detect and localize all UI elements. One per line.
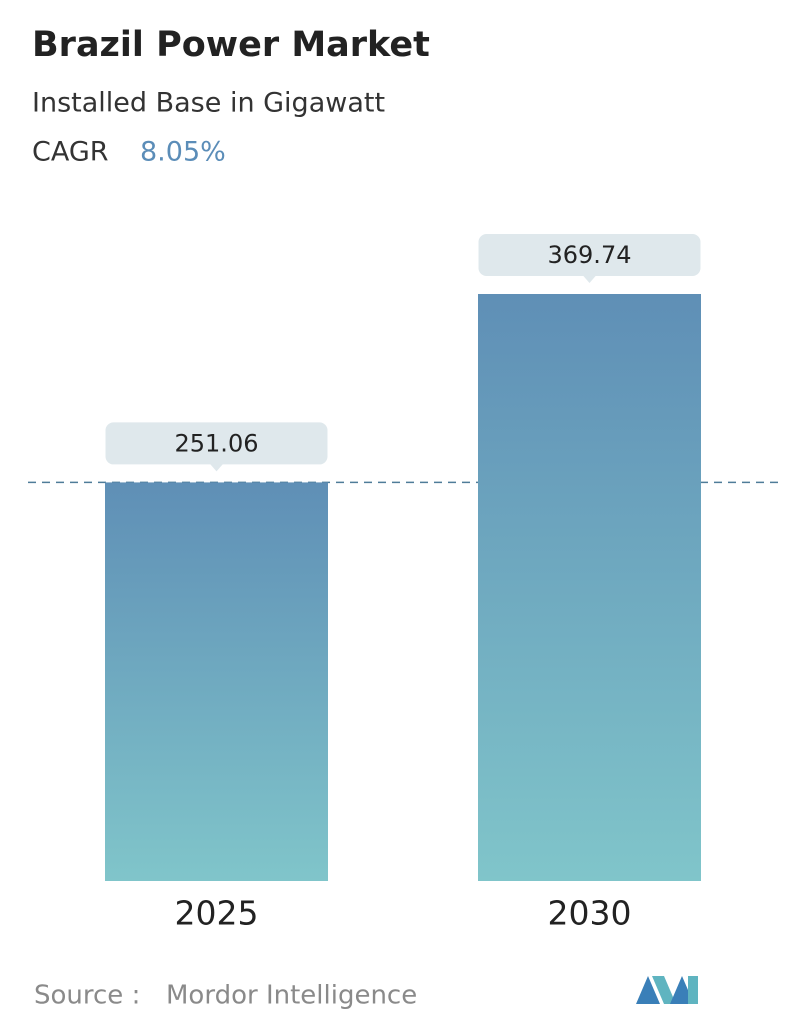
x-tick-label: 2025 <box>175 894 259 933</box>
x-tick-label: 2030 <box>548 894 632 933</box>
bar <box>105 482 328 881</box>
cagr-label: CAGR <box>32 137 109 168</box>
value-label: 369.74 <box>548 241 632 269</box>
value-label-pointer <box>582 275 597 283</box>
value-label-box <box>478 234 701 276</box>
bar <box>478 294 701 881</box>
chart-title: Brazil Power Market <box>32 25 430 65</box>
source-label: Source : <box>34 981 140 1011</box>
cagr-value: 8.05% <box>140 137 226 168</box>
source: Mordor Intelligence <box>166 981 417 1011</box>
logo <box>636 976 698 1004</box>
chart-subtitle: Installed Base in Gigawatt <box>32 88 385 119</box>
value-label: 251.06 <box>175 429 259 457</box>
value-label-pointer <box>209 463 224 472</box>
value-label-box <box>105 422 328 465</box>
